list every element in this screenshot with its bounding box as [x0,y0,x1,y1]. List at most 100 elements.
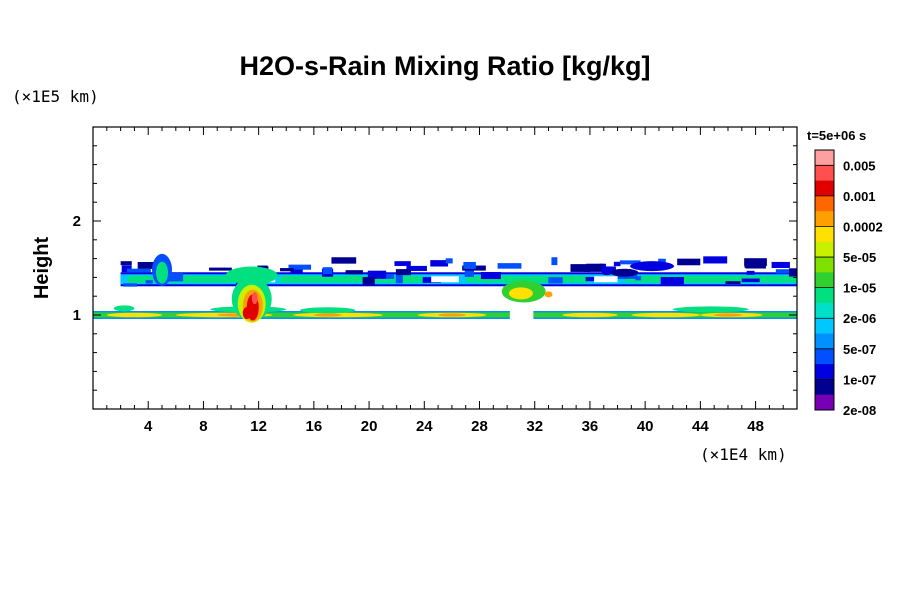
convective-core-red [242,307,251,320]
upper-band-patch [280,268,294,272]
lower-band-lens [106,312,163,318]
upper-band-patch [725,281,741,285]
upper-band-patch [746,270,755,275]
upper-band-patch [145,280,153,284]
x-tick-label: 12 [250,418,267,435]
heatmap-field [93,253,797,323]
x-tick-label: 8 [199,418,207,435]
colorbar-label: 0.005 [843,158,876,173]
colorbar-label: 5e-05 [843,250,876,265]
upper-band-patch [331,257,357,264]
upper-band-patch [703,256,728,264]
colorbar-swatch [815,226,834,243]
upper-band-patch [127,268,151,273]
colorbar-swatch [815,287,834,304]
upper-blob [610,268,639,277]
colorbar-label: 5e-07 [843,342,876,357]
upper-band-patch [445,258,453,264]
upper-band-patch [345,270,363,275]
x-tick-label: 4 [144,418,153,435]
lower-band-core [714,313,742,317]
lower-band-lens [562,312,618,318]
x-tick-label: 40 [637,418,654,435]
upper-band-patch [395,274,403,284]
lower-band-lens [631,312,701,318]
colorbar-swatch [815,318,834,334]
colorbar-swatch [815,379,834,396]
convective-core-peak [251,292,258,305]
upper-band-patch [463,261,476,270]
colorbar-label: 2e-06 [843,311,876,326]
lower-band-bump [672,306,749,313]
upper-band-patch [464,268,475,277]
upper-band-patch [570,264,591,272]
colorbar: 0.005 0.001 0.0002 5e-05 1e-05 2e-06 5e-07 1e-0… [814,149,883,418]
upper-band-patch [430,260,449,267]
upper-band-patch [497,263,522,269]
upper-band-patch [120,261,132,266]
upper-band-patch [635,276,642,281]
upper-band-patch [121,265,132,273]
x-tick-label: 36 [582,418,599,435]
x-tick-label: 48 [747,418,764,435]
x-unit-label: (×1E4 km) [700,445,787,464]
colorbar-label: 1e-05 [843,281,876,296]
upper-band-patch [619,260,641,265]
upper-band-patch [288,264,312,270]
upper-band-patch [290,268,303,274]
colorbar-swatch [815,333,834,350]
lower-band-gap [509,309,534,321]
upper-band-patch [775,269,795,274]
colorbar-label: 0.001 [843,189,876,204]
y-tick-label: 2 [73,213,81,230]
lower-band-core [313,313,342,317]
plot-frame [92,126,798,410]
colorbar-swatch [815,394,834,411]
upper-band-patch [741,278,760,283]
upper-band-patch [137,261,155,269]
time-label: t=5e+06 s [807,128,866,143]
upper-band-patch [789,268,797,277]
upper-band-patch [322,267,333,275]
y-unit-label: (×1E5 km) [12,87,99,106]
upper-blob [630,261,675,272]
upper-band-patch [601,266,616,275]
colorbar-swatch [815,180,834,197]
mid-patch-core [508,287,533,300]
upper-band-patch [406,265,427,271]
colorbar-swatch [815,257,834,273]
y-axis-label: Height [31,237,53,300]
upper-band-patch [394,261,411,266]
chart-title: H2O-s-Rain Mixing Ratio [kg/kg] [239,51,650,81]
upper-band-green [624,275,797,283]
x-tick-label: 32 [526,418,543,435]
upper-band-patch [677,258,701,266]
colorbar-swatch [815,211,834,227]
x-tick-label: 44 [692,418,709,435]
colorbar-swatch [815,165,834,181]
y-tick-label: 1 [73,307,81,324]
colorbar-swatch [815,348,834,365]
upper-band-gap [594,276,618,283]
lower-band-core [438,313,466,317]
x-tick-label: 16 [306,418,323,435]
upper-band-patch [367,270,387,279]
upper-band-patch [123,283,137,287]
upper-band-gap [431,276,459,283]
upper-band-patch [744,258,767,267]
upper-blob-core [156,261,169,284]
colorbar-swatch [815,150,834,166]
colorbar-label: 2e-08 [843,403,876,418]
upper-band-patch [480,271,501,280]
colorbar-swatch [815,241,834,258]
upper-band-patch [362,277,375,285]
x-tick-label: 28 [471,418,488,435]
upper-band-patch [660,277,684,285]
lower-band-bump [300,307,356,314]
colorbar-swatch [815,364,834,380]
convective-anvil [225,266,278,285]
upper-band-patch [161,273,184,282]
upper-band-patch [395,269,411,276]
